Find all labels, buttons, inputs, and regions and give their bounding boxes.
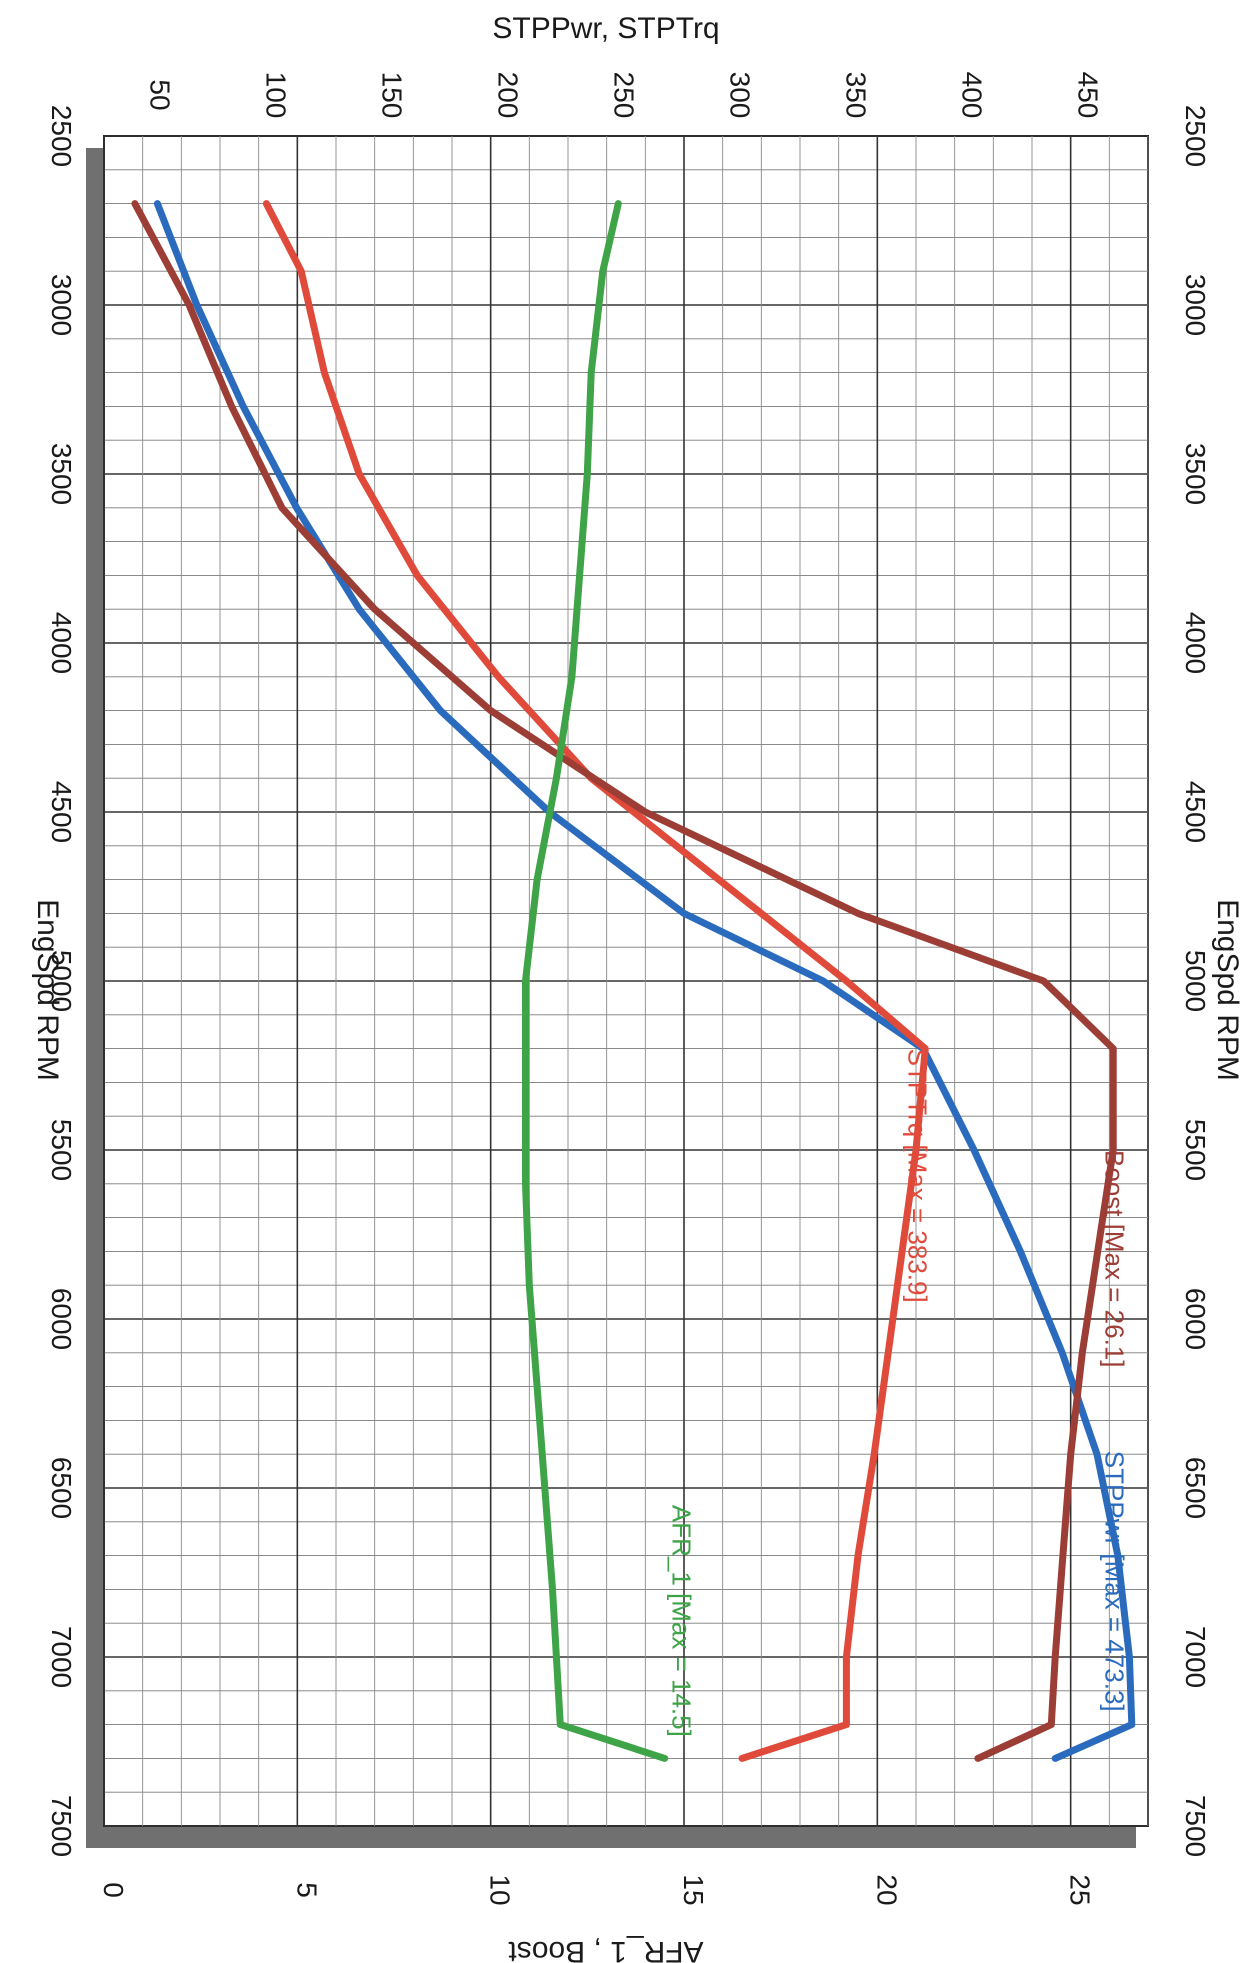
- rpm-tick-label-left: 3000: [46, 274, 77, 336]
- left-axis-tick-label: 50: [144, 79, 175, 110]
- left-axis-title: STPPwr, STPTrq: [492, 12, 719, 45]
- right-axis-title: AFR_1 , Boost: [508, 1935, 704, 1963]
- left-axis-tick-label: 250: [608, 72, 639, 119]
- x-axis-title-right: EngSpd RPM: [1211, 899, 1241, 1081]
- rpm-tick-label-right: 2500: [1180, 105, 1211, 167]
- left-axis-tick-label: 200: [492, 72, 523, 119]
- left-axis-tick-label: 150: [376, 72, 407, 119]
- rpm-tick-label-left: 7000: [46, 1626, 77, 1688]
- rpm-tick-label-right: 4000: [1180, 612, 1211, 674]
- left-axis-tick-label: 400: [956, 72, 987, 119]
- rpm-tick-label-left: 3500: [46, 443, 77, 505]
- rpm-tick-label-right: 7000: [1180, 1626, 1211, 1688]
- left-axis-tick-label: 300: [724, 72, 755, 119]
- rpm-tick-label-left: 6000: [46, 1288, 77, 1350]
- rpm-tick-label-right: 5500: [1180, 1119, 1211, 1181]
- rpm-tick-label-left: 4000: [46, 612, 77, 674]
- rpm-tick-label-right: 4500: [1180, 781, 1211, 843]
- left-axis-tick-label: 350: [840, 72, 871, 119]
- left-axis-tick-label: 450: [1072, 72, 1103, 119]
- x-axis-title-left: EngSpd RPM: [31, 899, 64, 1081]
- rpm-tick-label-left: 4500: [46, 781, 77, 843]
- right-axis-tick-label: 5: [291, 1882, 322, 1898]
- rpm-tick-label-left: 5500: [46, 1119, 77, 1181]
- series-line-stptrq: [262, 200, 929, 1762]
- rpm-tick-label-right: 5000: [1180, 950, 1211, 1012]
- grid: [103, 135, 1149, 1827]
- series-line-boost: [131, 200, 1117, 1762]
- rpm-tick-label-right: 7500: [1180, 1795, 1211, 1857]
- rpm-tick-label-left: 7500: [46, 1795, 77, 1857]
- left-axis-tick-label: 100: [260, 72, 291, 119]
- rpm-tick-label-left: 5000: [46, 950, 77, 1012]
- right-axis-tick-label: 15: [678, 1874, 709, 1905]
- rpm-tick-label-left: 6500: [46, 1457, 77, 1519]
- rpm-tick-label-right: 6500: [1180, 1457, 1211, 1519]
- rpm-tick-label-right: 6000: [1180, 1288, 1211, 1350]
- series-line-afr-1: [522, 200, 669, 1762]
- series: [131, 200, 1136, 1762]
- annotation-stptrq: STPTrq [Max = 383.9]: [902, 1049, 932, 1303]
- series-annotations: STPPwr [Max = 473.3] STPTrq [Max = 383.9]…: [666, 1049, 1129, 1737]
- annotation-afr-1: AFR_1 [Max = 14.5]: [666, 1505, 696, 1737]
- right-axis-tick-label: 20: [871, 1874, 902, 1905]
- rpm-tick-label-left: 2500: [46, 105, 77, 167]
- right-axis-tick-label: 0: [98, 1882, 129, 1898]
- annotation-boost: Boost [Max = 26.1]: [1099, 1150, 1129, 1368]
- rpm-tick-label-right: 3500: [1180, 443, 1211, 505]
- rpm-tick-label-right: 3000: [1180, 274, 1211, 336]
- series-line-stppwr: [153, 200, 1136, 1762]
- annotation-stppwr: STPPwr [Max = 473.3]: [1099, 1451, 1129, 1712]
- right-axis-tick-label: 25: [1065, 1874, 1096, 1905]
- right-axis-tick-label: 10: [485, 1874, 516, 1905]
